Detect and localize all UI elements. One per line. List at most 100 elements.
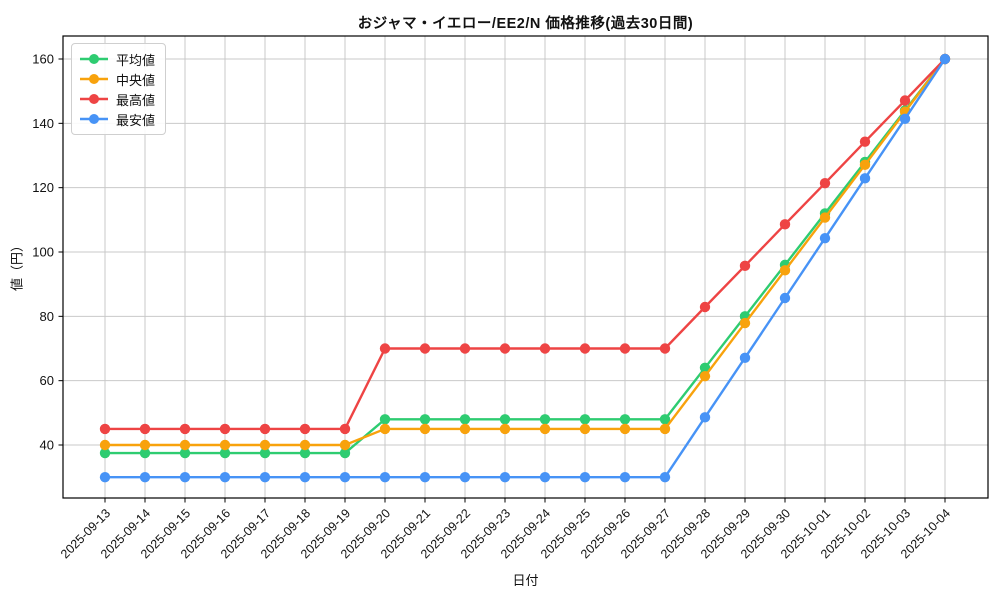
data-point-average — [219, 447, 231, 459]
data-point-highest — [299, 423, 311, 435]
data-point-median — [419, 423, 431, 435]
data-point-lowest — [739, 352, 751, 364]
legend-item-label: 中央値 — [116, 72, 156, 88]
series-line-average — [99, 53, 951, 459]
data-point-highest — [619, 343, 631, 354]
data-point-median — [339, 439, 351, 451]
data-point-average — [299, 447, 311, 459]
data-point-highest — [419, 343, 431, 354]
data-point-highest — [259, 423, 271, 435]
data-point-highest — [459, 343, 471, 354]
data-point-median — [539, 423, 551, 435]
data-point-median — [779, 265, 791, 276]
data-point-lowest — [859, 173, 871, 184]
legend-marker-icon — [80, 94, 108, 104]
svg-text:120: 120 — [32, 180, 54, 195]
legend: 平均値中央値最高値最安値 — [71, 43, 167, 135]
data-point-lowest — [939, 53, 951, 65]
series-line-highest — [99, 53, 951, 435]
data-point-average — [459, 414, 471, 425]
legend-item-average: 平均値 — [79, 49, 155, 69]
data-point-median — [139, 439, 151, 451]
data-point-average — [379, 414, 391, 425]
data-point-lowest — [819, 232, 831, 244]
data-point-lowest — [419, 471, 431, 483]
data-point-highest — [499, 343, 511, 354]
data-point-median — [299, 439, 311, 451]
data-point-median — [459, 423, 471, 435]
data-point-average — [419, 414, 431, 425]
data-point-highest — [739, 260, 751, 272]
data-point-lowest — [139, 471, 151, 483]
data-point-average — [659, 414, 671, 425]
data-point-highest — [99, 423, 111, 435]
legend-item-lowest: 最安値 — [79, 109, 155, 129]
data-point-median — [219, 439, 231, 451]
data-point-median — [259, 439, 271, 451]
svg-text:100: 100 — [32, 245, 54, 260]
data-point-average — [259, 447, 271, 459]
data-point-median — [499, 423, 511, 435]
svg-text:40: 40 — [40, 438, 54, 453]
series-line-lowest — [99, 53, 951, 483]
data-point-median — [379, 423, 391, 435]
data-point-median — [579, 423, 591, 435]
data-point-median — [179, 439, 191, 451]
data-point-average — [139, 447, 151, 459]
y-tick-labels: 40 60 80 100 120 140 160 — [32, 52, 54, 453]
data-point-highest — [819, 177, 831, 189]
data-point-average — [579, 414, 591, 425]
data-point-highest — [379, 343, 391, 354]
data-point-highest — [219, 423, 231, 435]
data-point-median — [739, 317, 751, 329]
tick-marks — [58, 58, 946, 503]
data-point-average — [99, 447, 111, 459]
data-point-lowest — [219, 471, 231, 483]
data-point-lowest — [459, 471, 471, 483]
data-point-highest — [339, 423, 351, 435]
data-point-average — [619, 414, 631, 425]
legend-item-highest: 最高値 — [79, 89, 155, 109]
data-point-lowest — [179, 471, 191, 483]
data-point-median — [99, 439, 111, 451]
svg-text:60: 60 — [40, 373, 54, 388]
chart-title: おジャマ・イエロー/EE2/N 価格推移(過去30日間) — [357, 16, 694, 32]
data-point-average — [699, 362, 711, 373]
data-point-lowest — [259, 471, 271, 483]
data-point-lowest — [699, 412, 711, 423]
data-point-lowest — [539, 471, 551, 483]
data-point-median — [659, 423, 671, 435]
data-point-average — [179, 447, 191, 459]
series-line-median — [99, 53, 951, 451]
data-point-median — [859, 159, 871, 171]
legend-item-label: 最高値 — [116, 92, 156, 108]
data-point-lowest — [379, 471, 391, 483]
data-point-average — [339, 447, 351, 459]
data-point-lowest — [899, 113, 911, 125]
plot-frame — [62, 35, 989, 499]
legend-item-label: 最安値 — [116, 112, 156, 128]
data-point-lowest — [339, 471, 351, 483]
legend-item-median: 中央値 — [79, 69, 155, 89]
x-tick-labels: 2025-09-132025-09-142025-09-152025-09-16… — [58, 506, 953, 561]
data-point-highest — [859, 136, 871, 147]
data-point-lowest — [299, 471, 311, 483]
data-point-lowest — [99, 471, 111, 483]
data-point-highest — [779, 219, 791, 230]
data-point-highest — [179, 423, 191, 435]
x-axis-label: 日付 — [512, 573, 539, 588]
legend-marker-icon — [80, 74, 108, 84]
data-point-highest — [139, 423, 151, 435]
legend-marker-icon — [80, 114, 108, 124]
legend-item-label: 平均値 — [116, 52, 156, 68]
data-point-median — [619, 423, 631, 435]
data-point-lowest — [619, 471, 631, 483]
legend-marker-icon — [80, 54, 108, 64]
data-point-average — [539, 414, 551, 425]
svg-text:140: 140 — [32, 116, 54, 131]
data-point-highest — [579, 343, 591, 354]
data-point-highest — [539, 343, 551, 354]
data-point-highest — [699, 301, 711, 313]
data-point-median — [699, 370, 711, 382]
